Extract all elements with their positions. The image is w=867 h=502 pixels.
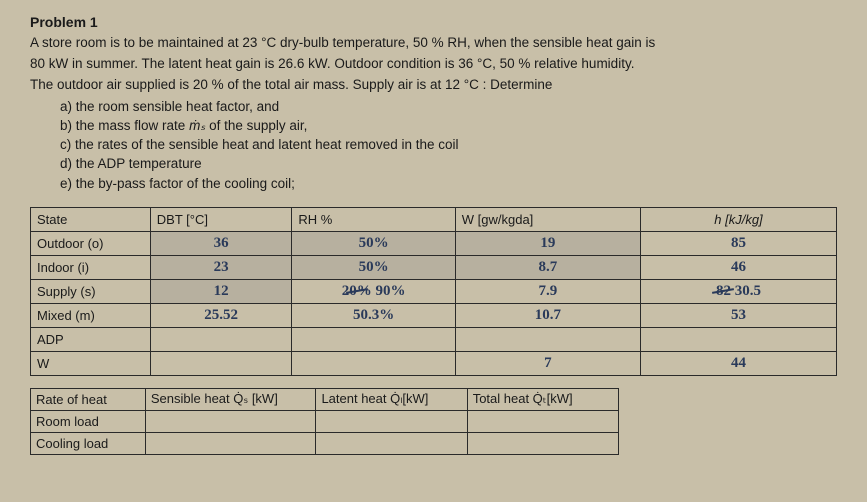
room-load-label: Room load	[31, 410, 146, 432]
cooling-latent	[316, 432, 467, 454]
room-sensible	[145, 410, 316, 432]
indoor-w: 8.7	[455, 255, 640, 279]
adp-rh	[292, 327, 455, 351]
item-a: a) the room sensible heat factor, and	[60, 98, 837, 116]
table-row: ADP	[31, 327, 837, 351]
w-label: W	[31, 351, 151, 375]
header-state: State	[31, 207, 151, 231]
header-rh: RH %	[292, 207, 455, 231]
mixed-dbt: 25.52	[150, 303, 292, 327]
outdoor-dbt: 36	[150, 231, 292, 255]
w-rh	[292, 351, 455, 375]
w-dbt	[150, 351, 292, 375]
cooling-load-label: Cooling load	[31, 432, 146, 454]
item-b-symbol: ṁₛ	[189, 118, 205, 133]
adp-label: ADP	[31, 327, 151, 351]
subitems-list: a) the room sensible heat factor, and b)…	[30, 98, 837, 193]
table-row: Room load	[31, 410, 619, 432]
mixed-label: Mixed (m)	[31, 303, 151, 327]
mixed-h: 53	[640, 303, 836, 327]
heat-header-latent: Latent heat Q̇ₗ[kW]	[316, 388, 467, 410]
problem-line-2: 80 kW in summer. The latent heat gain is…	[30, 55, 837, 73]
state-table: State DBT [°C] RH % W [gw/kgda] h [kJ/kg…	[30, 207, 837, 376]
room-latent	[316, 410, 467, 432]
item-b: b) the mass flow rate ṁₛ of the supply a…	[60, 117, 837, 135]
adp-w	[455, 327, 640, 351]
w-w: 7	[455, 351, 640, 375]
table-header-row: State DBT [°C] RH % W [gw/kgda] h [kJ/kg…	[31, 207, 837, 231]
cooling-sensible	[145, 432, 316, 454]
item-c: c) the rates of the sensible heat and la…	[60, 136, 837, 154]
table-row: W 7 44	[31, 351, 837, 375]
heat-table: Rate of heat Sensible heat Q̇ₛ [kW] Late…	[30, 388, 619, 455]
mixed-rh: 50.3%	[292, 303, 455, 327]
item-e: e) the by-pass factor of the cooling coi…	[60, 175, 837, 193]
heat-header-row: Rate of heat Sensible heat Q̇ₛ [kW] Late…	[31, 388, 619, 410]
item-d: d) the ADP temperature	[60, 155, 837, 173]
supply-label: Supply (s)	[31, 279, 151, 303]
heat-header-total: Total heat Q̇ₜ[kW]	[467, 388, 618, 410]
header-h: h [kJ/kg]	[640, 207, 836, 231]
room-total	[467, 410, 618, 432]
outdoor-h: 85	[640, 231, 836, 255]
indoor-label: Indoor (i)	[31, 255, 151, 279]
heat-header-rate: Rate of heat	[31, 388, 146, 410]
problem-line-3: The outdoor air supplied is 20 % of the …	[30, 76, 837, 94]
table-row: Indoor (i) 23 50% 8.7 46	[31, 255, 837, 279]
cooling-total	[467, 432, 618, 454]
supply-w: 7.9	[455, 279, 640, 303]
w-h: 44	[640, 351, 836, 375]
adp-h	[640, 327, 836, 351]
indoor-rh: 50%	[292, 255, 455, 279]
indoor-h: 46	[640, 255, 836, 279]
outdoor-label: Outdoor (o)	[31, 231, 151, 255]
problem-title: Problem 1	[30, 14, 837, 30]
outdoor-w: 19	[455, 231, 640, 255]
outdoor-rh: 50%	[292, 231, 455, 255]
header-dbt: DBT [°C]	[150, 207, 292, 231]
item-b-post: of the supply air,	[205, 118, 307, 133]
item-b-pre: b) the mass flow rate	[60, 118, 189, 133]
heat-header-sensible: Sensible heat Q̇ₛ [kW]	[145, 388, 316, 410]
supply-rh: 20% 90%	[292, 279, 455, 303]
supply-h: 82 30.5	[640, 279, 836, 303]
table-row: Supply (s) 12 20% 90% 7.9 82 30.5	[31, 279, 837, 303]
table-row: Mixed (m) 25.52 50.3% 10.7 53	[31, 303, 837, 327]
table-row: Cooling load	[31, 432, 619, 454]
problem-line-1: A store room is to be maintained at 23 °…	[30, 34, 837, 52]
indoor-dbt: 23	[150, 255, 292, 279]
mixed-w: 10.7	[455, 303, 640, 327]
header-w: W [gw/kgda]	[455, 207, 640, 231]
table-row: Outdoor (o) 36 50% 19 85	[31, 231, 837, 255]
adp-dbt	[150, 327, 292, 351]
supply-dbt: 12	[150, 279, 292, 303]
